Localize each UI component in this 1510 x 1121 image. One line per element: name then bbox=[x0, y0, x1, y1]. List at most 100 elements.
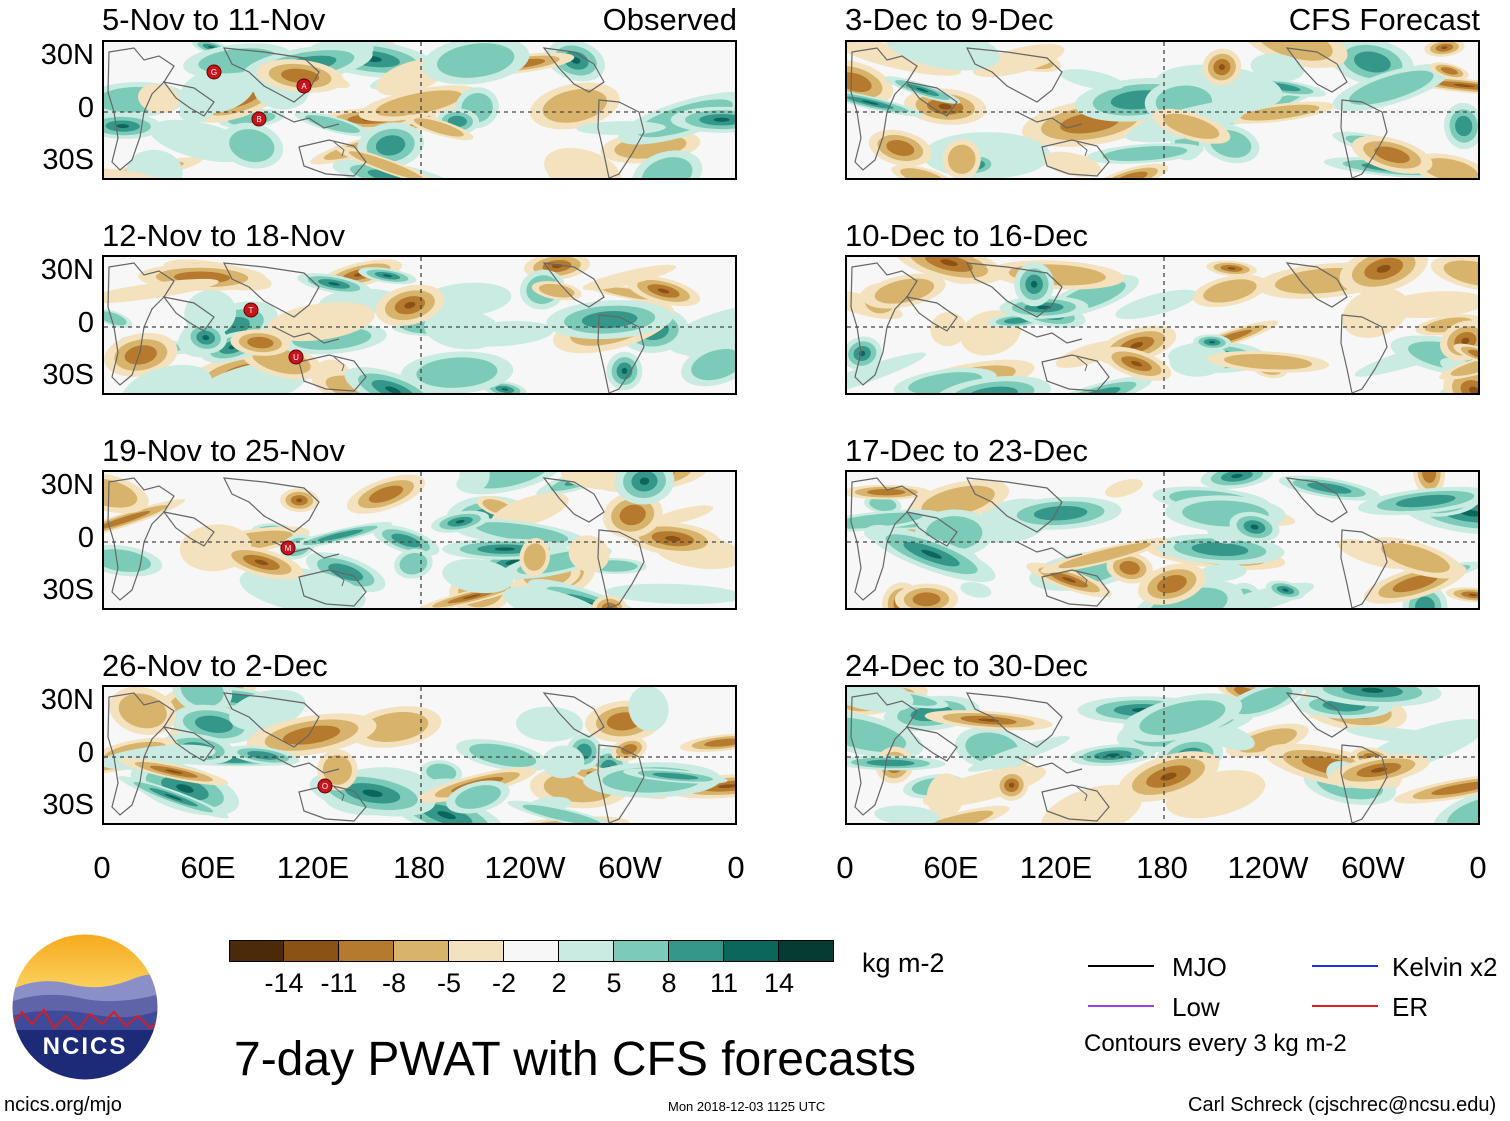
colorbar-label: 5 bbox=[606, 968, 622, 998]
legend-line-low bbox=[1088, 1005, 1154, 1007]
pwat-anomaly-map bbox=[847, 687, 1478, 823]
x-tick-label: 120W bbox=[1227, 850, 1309, 885]
footer-timestamp: Mon 2018-12-03 1125 UTC bbox=[668, 1099, 826, 1114]
x-tick-label: 60E bbox=[180, 850, 236, 885]
legend-label-mjo: MJO bbox=[1172, 952, 1227, 982]
panel-title: 26-Nov to 2-Dec bbox=[102, 648, 328, 683]
legend-label-low: Low bbox=[1172, 992, 1220, 1022]
ncics-logo: NCICS bbox=[10, 932, 160, 1082]
colorbar-label: 2 bbox=[551, 968, 567, 998]
legend-label-er: ER bbox=[1392, 992, 1429, 1022]
storm-marker: A bbox=[296, 78, 312, 94]
map-panel bbox=[845, 40, 1480, 180]
svg-text:M: M bbox=[285, 544, 292, 553]
x-tick-label: 180 bbox=[393, 850, 445, 885]
legend-label-kelvin: Kelvin x2 bbox=[1392, 952, 1498, 982]
map-panel bbox=[845, 470, 1480, 610]
map-area bbox=[845, 255, 1480, 395]
map-area bbox=[845, 40, 1480, 180]
svg-text:T: T bbox=[249, 306, 254, 315]
storm-marker: M bbox=[280, 540, 296, 556]
x-tick-label: 180 bbox=[1136, 850, 1188, 885]
x-tick-label: 60E bbox=[923, 850, 979, 885]
pwat-anomaly-map bbox=[847, 257, 1478, 393]
storm-marker: O bbox=[317, 778, 333, 794]
legend-note: Contours every 3 kg m-2 bbox=[1084, 1030, 1347, 1057]
legend-line-er bbox=[1312, 1005, 1378, 1007]
y-tick-label: 0 bbox=[77, 737, 94, 769]
colorbar-swatch bbox=[559, 940, 614, 962]
panel-title: 19-Nov to 25-Nov bbox=[102, 433, 345, 468]
pwat-anomaly-map: TU bbox=[104, 257, 735, 393]
colorbar-label: 11 bbox=[709, 968, 739, 998]
colorbar-label: 8 bbox=[661, 968, 677, 998]
y-tick-label: 30S bbox=[42, 789, 94, 821]
map-panel bbox=[845, 255, 1480, 395]
map-area bbox=[845, 685, 1480, 825]
y-tick-label: 0 bbox=[77, 92, 94, 124]
colorbar-swatch bbox=[394, 940, 449, 962]
x-tick-label: 0 bbox=[1469, 850, 1487, 885]
panel-title: 10-Dec to 16-Dec bbox=[845, 218, 1088, 253]
colorbar-label: -11 bbox=[320, 968, 358, 998]
colorbar-swatch bbox=[779, 940, 834, 962]
x-tick-label: 120E bbox=[276, 850, 350, 885]
pwat-anomaly-map bbox=[847, 42, 1478, 178]
y-tick-label: 30N bbox=[40, 684, 94, 716]
footer-url: ncics.org/mjo bbox=[4, 1094, 122, 1116]
x-tick-label: 60W bbox=[1341, 850, 1405, 885]
colorbar-label: -14 bbox=[264, 968, 304, 998]
y-tick-label: 30N bbox=[40, 469, 94, 501]
colorbar-units: kg m-2 bbox=[862, 948, 945, 978]
svg-text:G: G bbox=[211, 68, 217, 77]
svg-text:O: O bbox=[322, 782, 328, 791]
storm-marker: T bbox=[243, 302, 259, 318]
map-panel: M bbox=[102, 470, 737, 610]
x-tick-label: 0 bbox=[93, 850, 111, 885]
panel-title: 24-Dec to 30-Dec bbox=[845, 648, 1088, 683]
panel-source-label: CFS Forecast bbox=[1288, 2, 1480, 37]
colorbar-swatch bbox=[614, 940, 669, 962]
map-panel: O bbox=[102, 685, 737, 825]
pwat-anomaly-map: G B A bbox=[104, 42, 735, 178]
colorbar-label: -2 bbox=[491, 968, 517, 998]
x-tick-label: 120W bbox=[484, 850, 566, 885]
storm-marker: U bbox=[288, 349, 304, 365]
map-area bbox=[845, 470, 1480, 610]
svg-text:B: B bbox=[256, 115, 261, 124]
storm-marker: G bbox=[206, 64, 222, 80]
map-area: M bbox=[102, 470, 737, 610]
x-tick-label: 0 bbox=[836, 850, 854, 885]
y-tick-label: 30N bbox=[40, 39, 94, 71]
legend-line-mjo bbox=[1088, 965, 1154, 967]
x-tick-label: 0 bbox=[727, 850, 745, 885]
colorbar-swatch bbox=[504, 940, 559, 962]
colorbar-label: -8 bbox=[381, 968, 407, 998]
y-tick-label: 0 bbox=[77, 522, 94, 554]
map-area: O bbox=[102, 685, 737, 825]
panel-title: 17-Dec to 23-Dec bbox=[845, 433, 1088, 468]
logo-graphic bbox=[11, 933, 159, 1081]
colorbar-swatch bbox=[449, 940, 504, 962]
map-area: G B A bbox=[102, 40, 737, 180]
y-tick-label: 30S bbox=[42, 574, 94, 606]
panel-title: 3-Dec to 9-Dec bbox=[845, 2, 1054, 37]
svg-text:A: A bbox=[301, 82, 307, 91]
pwat-anomaly-map bbox=[847, 472, 1478, 608]
pwat-anomaly-map: M bbox=[104, 472, 735, 608]
y-tick-label: 30S bbox=[42, 359, 94, 391]
colorbar-label: 14 bbox=[763, 968, 795, 998]
legend-line-kelvin bbox=[1312, 965, 1378, 967]
map-panel bbox=[845, 685, 1480, 825]
colorbar-swatch bbox=[669, 940, 724, 962]
colorbar-swatch bbox=[229, 940, 284, 962]
x-tick-label: 60W bbox=[598, 850, 662, 885]
colorbar-swatch bbox=[339, 940, 394, 962]
colorbar-swatch bbox=[284, 940, 339, 962]
storm-marker: B bbox=[251, 111, 267, 127]
colorbar-swatch bbox=[724, 940, 779, 962]
y-tick-label: 30N bbox=[40, 254, 94, 286]
x-tick-label: 120E bbox=[1019, 850, 1093, 885]
